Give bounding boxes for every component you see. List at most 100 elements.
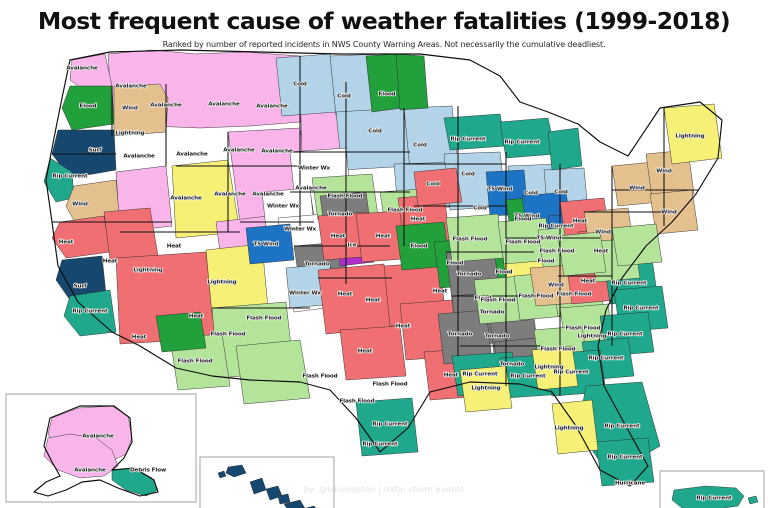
region-label: Cold <box>524 191 538 197</box>
region-label: Lightning <box>577 334 606 340</box>
region-label: Surf <box>74 284 87 290</box>
region-label: Flash Flood <box>556 292 591 298</box>
region-label: Rip Current <box>52 174 88 180</box>
svg-text:Debris Flow: Debris Flow <box>130 468 166 474</box>
map-header: Most frequent cause of weather fatalitie… <box>0 0 768 50</box>
region-label: Flash Flood <box>565 326 600 332</box>
region-label: Wind <box>656 169 672 175</box>
region-label: Heat <box>189 314 204 320</box>
region-label: Heat <box>366 298 381 304</box>
region-label: Heat <box>444 373 459 379</box>
region-label: Flash Flood <box>246 316 281 322</box>
region-label: Cold <box>337 94 351 100</box>
region-label: Avalanche <box>252 192 284 198</box>
region-label: Heat <box>59 240 74 246</box>
region-label: Rip Current <box>462 372 498 378</box>
region-label: Ice <box>348 243 357 249</box>
region-label: Heat <box>396 324 411 330</box>
region-label: Wind <box>548 283 564 289</box>
credit-text: by: @islivingston | data: storm events <box>303 484 465 494</box>
region-label: Wind <box>122 106 138 112</box>
region-label: Lightning <box>115 131 144 137</box>
conus-region-labels: Avalanche Avalanche Avalanche Avalanche Aval… <box>52 65 706 487</box>
page-subtitle: Ranked by number of reported incidents i… <box>162 39 606 50</box>
region-label: Heat <box>581 279 596 285</box>
region-label: Hurricane <box>615 481 645 487</box>
region-label: Avalanche <box>150 103 182 109</box>
region-label: Lightning <box>675 134 704 140</box>
region-label: Flash Flood <box>387 208 422 214</box>
region-label: Tornado <box>500 362 525 368</box>
region-label: Flash Flood <box>480 298 515 304</box>
region-label: Cold <box>461 172 475 178</box>
region-label: Wind <box>661 210 677 216</box>
inset-puerto-rico: Rip Current <box>659 470 765 508</box>
region-label: Avalanche <box>256 104 288 110</box>
region-label: Heat <box>411 217 426 223</box>
inset-alaska: Avalanche Avalanche Debris Flow <box>5 393 197 503</box>
svg-text:Rip Current: Rip Current <box>696 496 732 502</box>
region-label: Rip Current <box>510 374 546 380</box>
region-label: Cold <box>473 206 487 212</box>
region-label: Heat <box>132 335 147 341</box>
region-label: Flash Flood <box>302 374 337 380</box>
region-label: Flood <box>515 217 532 223</box>
region-label: Avalanche <box>223 148 255 154</box>
region-label: Avalanche <box>214 192 246 198</box>
region-label: Winter Wx <box>289 291 322 297</box>
region-label: Flood <box>379 92 396 98</box>
region-label: Tornado <box>480 310 505 316</box>
region-label: Avalanche <box>170 196 202 202</box>
region-label: Rip Current <box>362 442 398 448</box>
region-label: Lightning <box>207 280 236 286</box>
region-label: Tornado <box>305 262 330 268</box>
region-label: Avalanche <box>295 186 327 192</box>
region-label: Tornado <box>328 212 353 218</box>
region-label: Rip Current <box>372 422 408 428</box>
region-label: Rip Current <box>588 356 624 362</box>
region-label: Flood <box>496 270 513 276</box>
region-label: Flash Flood <box>177 359 212 365</box>
map-canvas: Avalanche Avalanche Avalanche Avalanche Aval… <box>0 46 768 508</box>
region-label: Lightning <box>133 268 162 274</box>
region-label: TS Wind <box>514 214 539 220</box>
region-label: Lightning <box>554 426 583 432</box>
region-label: Rip Current <box>623 306 659 312</box>
region-label: Winter Wx <box>284 227 317 233</box>
region-label: Tornado <box>485 334 510 340</box>
region-label: Avalanche <box>261 149 293 155</box>
page-title: Most frequent cause of weather fatalitie… <box>37 7 731 35</box>
region-label: Heat <box>103 259 118 265</box>
region-label: Rip Current <box>538 224 574 230</box>
region-label: Flash Flood <box>452 237 487 243</box>
region-label: Rip Current <box>604 424 640 430</box>
region-label: Flood <box>411 244 428 250</box>
region-label: Lightning <box>534 365 563 371</box>
region-label: Flood <box>475 296 492 302</box>
region-label: TS Wind <box>253 242 278 248</box>
inset-hawaii: Surf <box>199 456 335 508</box>
region-label: Heat <box>573 219 588 225</box>
region-label: Rip Current <box>553 370 589 376</box>
region-label: Cold <box>413 143 427 149</box>
region-label: TS Wind <box>536 236 561 242</box>
region-label: Flash Flood <box>372 382 407 388</box>
region-label: Flash Flood <box>518 294 553 300</box>
region-label: Flash Flood <box>539 249 574 255</box>
region-label: Flash Flood <box>339 399 374 405</box>
region-label: Flash Flood <box>327 194 362 200</box>
region-label: Heat <box>594 249 609 255</box>
region-label: Flash Flood <box>505 240 540 246</box>
region-label: Rip Current <box>607 455 643 461</box>
region-label: Avalanche <box>66 66 98 72</box>
region-label: Rip Current <box>611 281 647 287</box>
region-label: Cold <box>426 182 440 188</box>
region-label: Cold <box>554 190 568 196</box>
region-label: Avalanche <box>123 154 155 160</box>
region-label: Flood <box>80 104 97 110</box>
region-label: Lightning <box>471 386 500 392</box>
region-label: Flood <box>538 259 555 265</box>
region-label: Tornado <box>457 272 482 278</box>
region-label: Winter Wx <box>267 204 300 210</box>
